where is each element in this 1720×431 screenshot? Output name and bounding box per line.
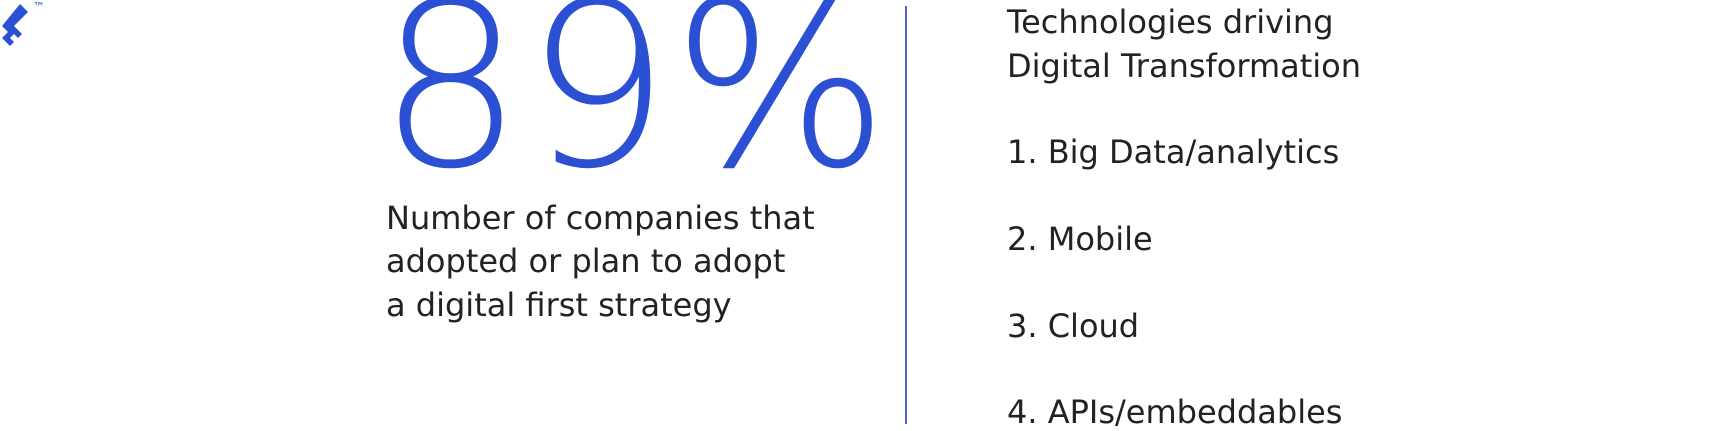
logo — [2, 4, 28, 46]
list-title: Digital Transformation — [1007, 47, 1362, 85]
list-item: 3. Cloud — [1007, 307, 1140, 345]
list-item: 2. Mobile — [1007, 220, 1153, 258]
divider — [905, 6, 907, 424]
trademark: ™ — [33, 0, 45, 14]
stat-description: a digital first strategy — [386, 286, 732, 324]
list-title: Technologies driving — [1007, 3, 1334, 41]
logo-mark — [2, 4, 28, 46]
stat-value: 89% — [378, 0, 891, 219]
stat-description: adopted or plan to adopt — [386, 242, 786, 280]
stat-description: Number of companies that — [386, 199, 815, 237]
list-item: 4. APIs/embeddables — [1007, 393, 1343, 431]
list-item: 1. Big Data/analytics — [1007, 133, 1340, 171]
